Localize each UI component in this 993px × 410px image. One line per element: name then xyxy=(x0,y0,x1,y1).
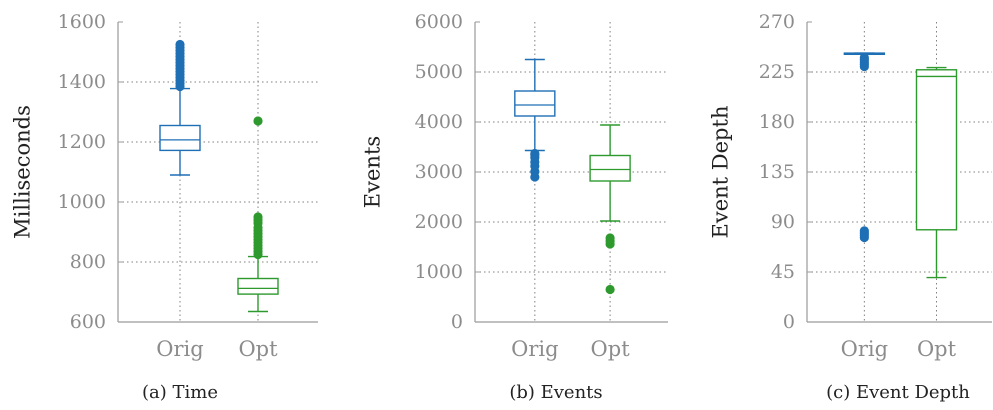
ytick-label: 225 xyxy=(759,61,795,83)
outlier-point xyxy=(253,212,263,222)
ytick-label: 1000 xyxy=(58,191,106,213)
ytick-label: 270 xyxy=(759,11,795,33)
chart-panel-1: 600 800 1000 1200 1400 1600 Orig Opt Millisecond… xyxy=(11,11,318,403)
box-opt xyxy=(589,124,631,295)
chart-caption: (a) Time xyxy=(142,382,218,403)
category-label-orig: Orig xyxy=(156,337,203,361)
category-label-orig: Orig xyxy=(841,337,888,361)
ytick-label: 1000 xyxy=(415,261,463,283)
outlier-point xyxy=(605,233,615,243)
ytick-label: 1600 xyxy=(58,11,106,33)
outlier-point xyxy=(605,284,615,295)
box-body xyxy=(159,124,201,152)
y-axis-title: Milliseconds xyxy=(11,105,35,239)
box-body xyxy=(514,90,556,117)
ytick-label: 6000 xyxy=(415,11,463,33)
ytick-label: 1400 xyxy=(58,71,106,93)
box-orig xyxy=(159,39,201,176)
y-axis-title: Events xyxy=(361,136,385,208)
chart-caption: (c) Event Depth xyxy=(826,382,970,403)
ytick-label: 135 xyxy=(759,161,795,183)
category-label-opt: Opt xyxy=(238,337,278,361)
ytick-label: 5000 xyxy=(415,61,463,83)
box-body xyxy=(589,154,631,182)
ytick-label: 1200 xyxy=(58,131,106,153)
ytick-label: 800 xyxy=(70,251,106,273)
ytick-label: 4000 xyxy=(415,111,463,133)
box-body xyxy=(915,69,958,231)
ytick-label: 0 xyxy=(783,311,795,333)
box-opt xyxy=(915,66,958,279)
category-label-opt: Opt xyxy=(917,337,957,361)
chart-caption: (b) Events xyxy=(509,382,602,403)
outlier-point xyxy=(530,148,540,159)
ytick-label: 600 xyxy=(70,311,106,333)
outlier-point xyxy=(175,39,185,50)
box-opt xyxy=(237,116,279,313)
chart-panel-2: 0 1000 2000 3000 4000 5000 6000 Orig Opt Events (b… xyxy=(361,11,668,403)
outlier-point xyxy=(859,226,869,236)
ytick-label: 0 xyxy=(451,311,463,333)
outlier-point xyxy=(253,116,263,126)
y-axis-title: Event Depth xyxy=(709,106,733,239)
ytick-label: 2000 xyxy=(415,211,463,233)
ytick-label: 90 xyxy=(771,211,795,233)
outlier-point xyxy=(859,52,869,63)
box-orig xyxy=(514,58,556,182)
ytick-label: 45 xyxy=(771,261,795,283)
category-label-orig: Orig xyxy=(511,337,558,361)
ytick-label: 3000 xyxy=(415,161,463,183)
box-orig xyxy=(843,52,886,243)
chart-panel-3: 0 45 90 135 180 225 270 Orig Opt Event Depth (c) E… xyxy=(709,11,992,403)
ytick-label: 180 xyxy=(759,111,795,133)
box-body xyxy=(237,277,279,295)
category-label-opt: Opt xyxy=(591,337,631,361)
